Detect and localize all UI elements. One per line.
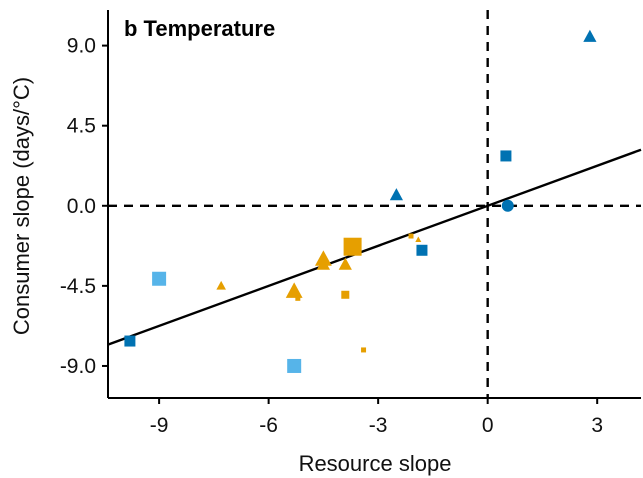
x-tick-label: 0 xyxy=(482,414,494,437)
y-tick-label: 0.0 xyxy=(67,195,96,218)
x-tick-label: -3 xyxy=(369,414,388,437)
data-points xyxy=(124,29,597,373)
x-axis-title: Resource slope xyxy=(299,451,452,476)
data-point-square xyxy=(500,150,512,162)
y-tick-label: -4.5 xyxy=(60,275,96,298)
data-point-triangle xyxy=(583,29,597,42)
y-axis-title: Consumer slope (days/°C) xyxy=(9,77,34,335)
x-tick-label: -6 xyxy=(259,414,278,437)
data-point-square xyxy=(124,335,136,347)
data-point-triangle xyxy=(415,236,422,242)
data-point-circle xyxy=(501,199,514,212)
data-point-triangle xyxy=(338,257,352,270)
x-tick-label: 3 xyxy=(591,414,603,437)
data-point-triangle xyxy=(216,280,226,290)
data-point-square xyxy=(416,244,428,256)
data-point-square xyxy=(341,290,350,299)
y-tick-label: 9.0 xyxy=(67,35,96,58)
data-point-square xyxy=(408,233,414,239)
y-tick-label: -9.0 xyxy=(60,355,96,378)
data-point-triangle xyxy=(389,188,404,201)
x-tick-label: -9 xyxy=(150,414,169,437)
axes: 9.0 4.5 0.0 -4.5 -9.0 -9 -6 -3 0 3 xyxy=(60,10,641,437)
data-point-triangle xyxy=(316,257,330,270)
data-point-triangle xyxy=(285,282,303,298)
panel-title: b Temperature xyxy=(124,16,275,41)
reference-lines xyxy=(108,10,641,398)
data-point-square xyxy=(152,271,167,286)
data-point-square xyxy=(295,295,301,301)
data-point-square xyxy=(361,347,367,353)
data-point-square xyxy=(343,237,362,256)
fit-line xyxy=(107,148,642,346)
data-point-square xyxy=(287,358,302,373)
y-tick-label: 4.5 xyxy=(67,115,96,138)
